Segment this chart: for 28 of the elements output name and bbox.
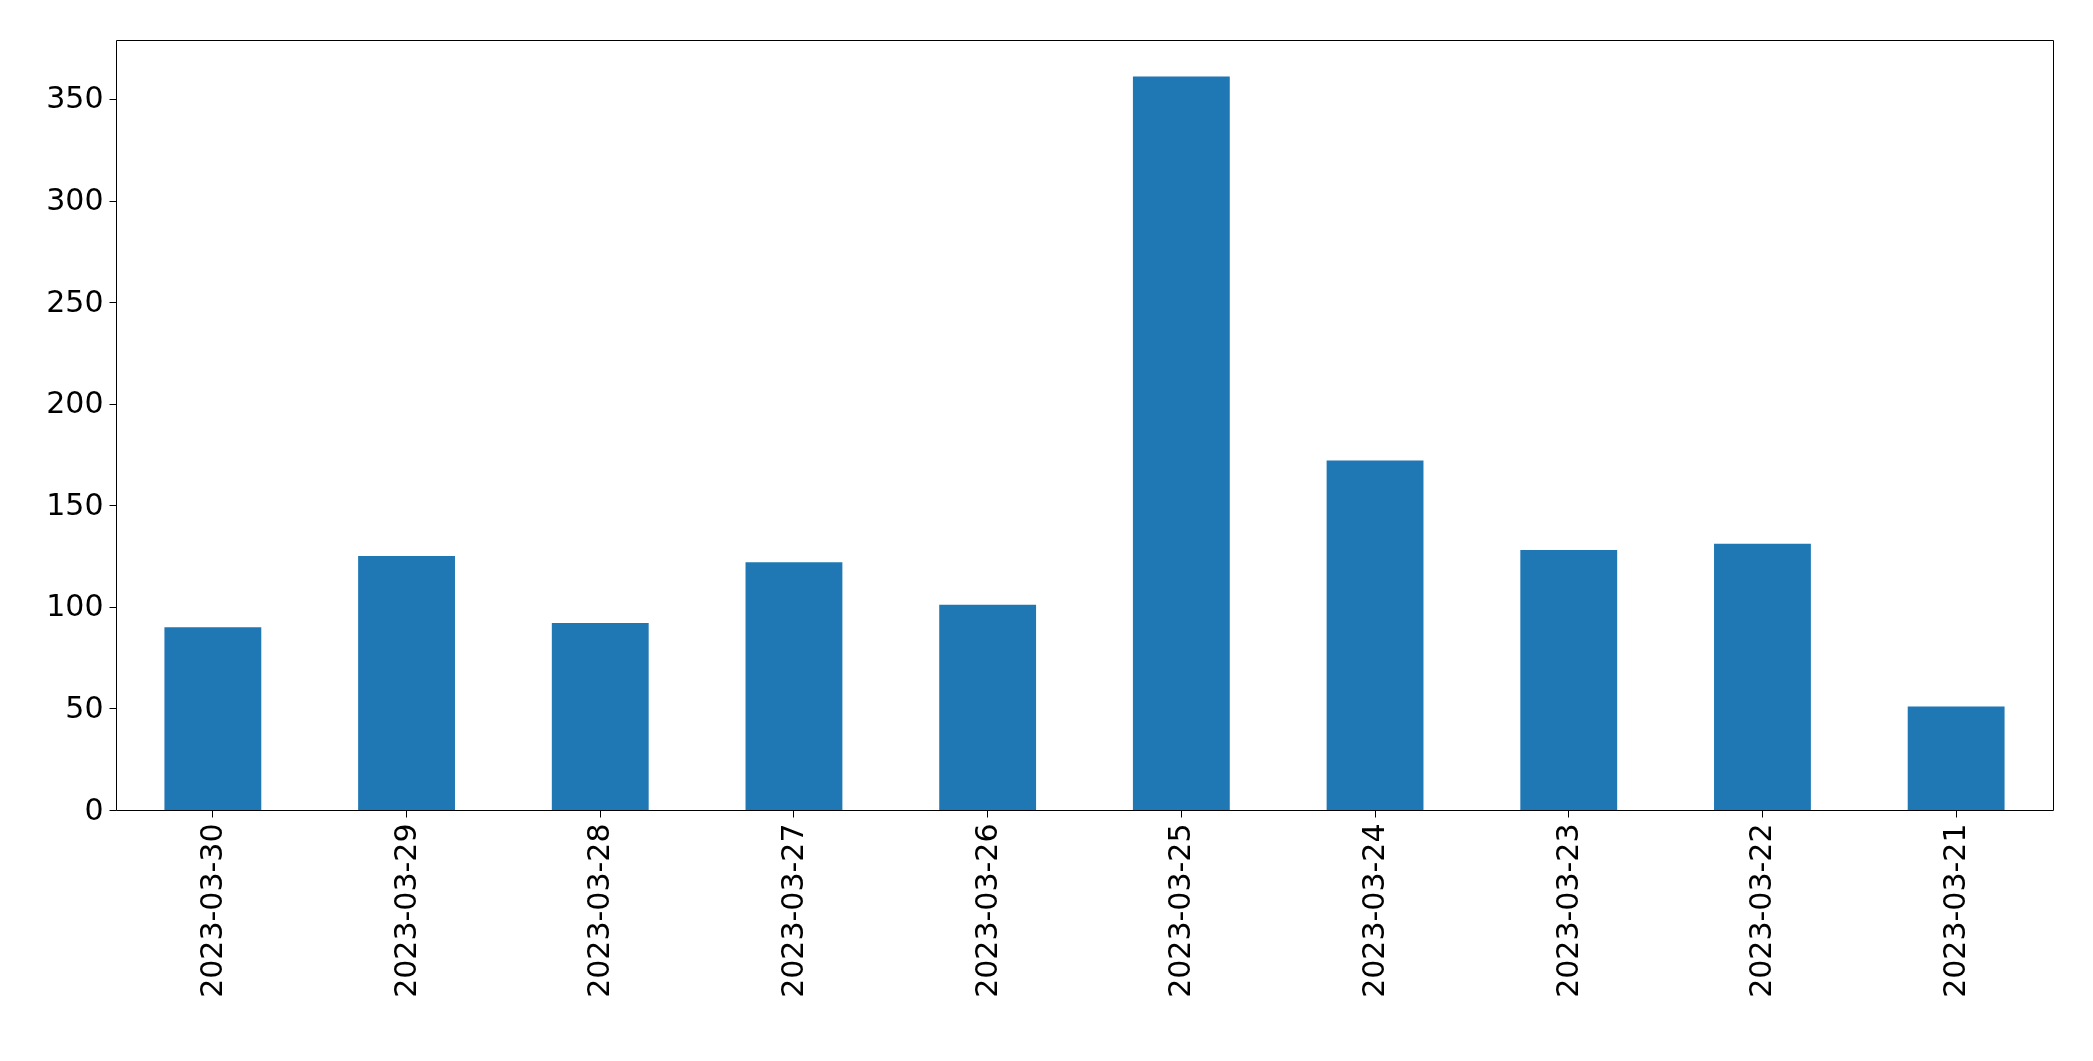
bar xyxy=(358,556,455,810)
bar xyxy=(1132,76,1230,810)
bar xyxy=(1907,706,2005,810)
y-tick-label: 300 xyxy=(46,182,104,217)
bar xyxy=(1326,460,1424,810)
x-tick-label: 2023-03-24 xyxy=(1356,823,1392,998)
x-tick-label: 2023-03-21 xyxy=(1937,823,1973,998)
x-tick-label: 2023-03-23 xyxy=(1549,823,1585,998)
bar xyxy=(164,627,262,810)
x-tick-label: 2023-03-27 xyxy=(774,823,810,998)
bar xyxy=(1714,543,1811,810)
y-tick-label: 100 xyxy=(46,588,104,624)
bar xyxy=(1520,549,1618,810)
y-tick-label: 0 xyxy=(84,791,104,827)
x-tick-label: 2023-03-22 xyxy=(1743,823,1779,998)
x-tick-label: 2023-03-25 xyxy=(1162,823,1198,998)
y-tick-label: 150 xyxy=(46,486,104,522)
x-tick-label: 2023-03-28 xyxy=(581,823,617,998)
y-tick-label: 350 xyxy=(46,80,104,116)
x-tick-label: 2023-03-30 xyxy=(193,823,229,998)
y-tick-label: 200 xyxy=(46,385,104,421)
y-tick-label: 50 xyxy=(65,689,104,725)
x-tick-label: 2023-03-29 xyxy=(387,823,423,998)
y-tick-label: 250 xyxy=(46,283,104,319)
x-tick-label: 2023-03-26 xyxy=(968,823,1004,998)
bar xyxy=(551,623,649,810)
bar xyxy=(745,562,843,810)
bar xyxy=(939,604,1037,810)
